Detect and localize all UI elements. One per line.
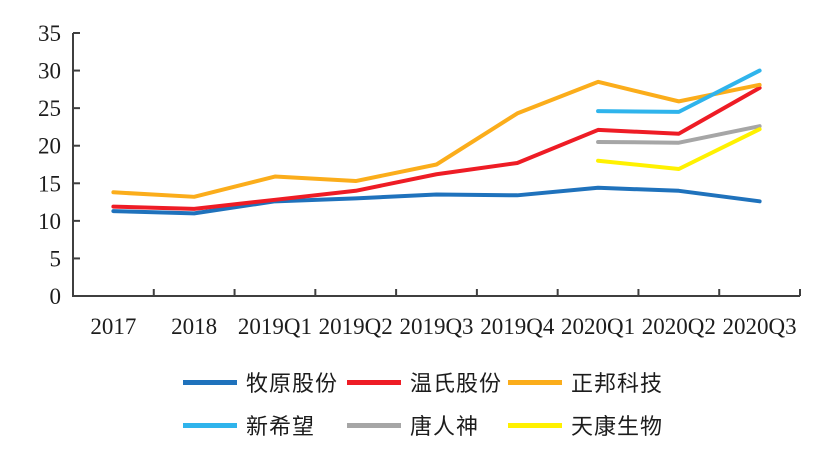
legend-label: 唐人神 xyxy=(410,414,480,439)
legend-label: 天康生物 xyxy=(571,414,664,439)
y-axis-label: 0 xyxy=(50,284,62,309)
legend-label: 正邦科技 xyxy=(571,371,664,396)
legend-item-0: 牧原股份 xyxy=(183,368,347,396)
legend-swatch-icon xyxy=(508,422,562,428)
series-line-4 xyxy=(596,124,762,145)
series-line-5 xyxy=(596,127,762,172)
legend-swatch-icon xyxy=(183,379,237,385)
y-axis-label: 5 xyxy=(50,246,62,271)
legend-label: 新希望 xyxy=(246,414,316,439)
x-axis-label: 2017 xyxy=(90,314,136,339)
x-axis-label: 2020Q3 xyxy=(723,314,797,339)
y-axis-label: 30 xyxy=(38,59,61,84)
series-line-0 xyxy=(111,185,762,216)
x-axis-label: 2018 xyxy=(171,314,217,339)
y-axis-label: 25 xyxy=(38,96,61,121)
chart-legend: 牧原股份 温氏股份 正邦科技新希望 唐人神 天康生物 xyxy=(183,368,683,439)
y-axis-label: 15 xyxy=(38,171,61,196)
legend-swatch-icon xyxy=(347,422,401,428)
y-axis-label: 35 xyxy=(38,21,61,46)
legend-item-4: 唐人神 xyxy=(347,411,508,439)
x-axis-label: 2019Q1 xyxy=(238,314,312,339)
x-axis-label: 2019Q4 xyxy=(480,314,555,339)
legend-item-2: 正邦科技 xyxy=(508,368,683,396)
legend-item-1: 温氏股份 xyxy=(347,368,508,396)
x-axis-label: 2020Q2 xyxy=(642,314,716,339)
y-axis-label: 20 xyxy=(38,134,61,159)
series-line-1 xyxy=(111,85,762,211)
legend-item-3: 新希望 xyxy=(183,411,347,439)
x-axis-label: 2019Q3 xyxy=(399,314,473,339)
legend-swatch-icon xyxy=(508,379,562,385)
legend-label: 温氏股份 xyxy=(410,371,503,396)
legend-swatch-icon xyxy=(183,422,237,428)
series-line-3 xyxy=(596,68,762,114)
legend-item-5: 天康生物 xyxy=(508,411,683,439)
chart-svg: 0 5 10 15 20 25 30 35 2017 2018 2019Q1 2019Q2 2019Q3… xyxy=(38,21,801,339)
y-axis-label: 10 xyxy=(38,209,61,234)
legend-swatch-icon xyxy=(347,379,401,385)
x-axis-label: 2020Q1 xyxy=(561,314,635,339)
x-axis-label: 2019Q2 xyxy=(319,314,393,339)
series-line-2 xyxy=(111,79,762,199)
legend-label: 牧原股份 xyxy=(246,371,339,396)
